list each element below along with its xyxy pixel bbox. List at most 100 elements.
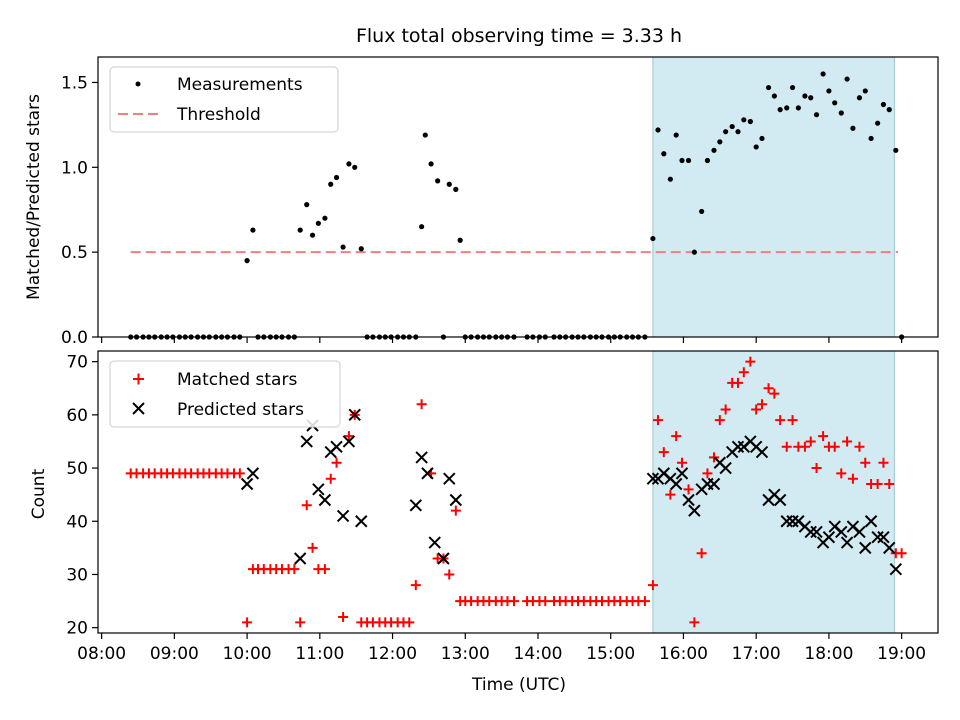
matched-star-point [751, 404, 762, 415]
matched-star-point [829, 441, 840, 452]
predicted-star-point [348, 408, 361, 422]
predicted-star-point [853, 525, 866, 539]
measurement-point [446, 181, 452, 187]
x-tick-label: 11:00 [295, 644, 344, 664]
predicted-star-point [688, 504, 701, 517]
measurement-point [795, 105, 801, 111]
matched-star-point [733, 377, 743, 388]
legend-matched-label: Matched stars [177, 370, 297, 390]
predicted-star-point [719, 461, 732, 475]
matched-star-point [338, 612, 349, 623]
matched-star-point [738, 367, 749, 378]
predicted-star-point [731, 440, 745, 453]
count-points [125, 356, 907, 628]
legend-threshold-label: Threshold [176, 105, 261, 125]
measurement-point [358, 246, 364, 252]
y-tick-label: 40 [66, 512, 88, 532]
y-tick-label: 0.0 [61, 328, 88, 348]
matched-star-point [404, 617, 415, 628]
matched-star-point [653, 415, 663, 426]
matched-star-point [647, 580, 658, 591]
matched-star-point [307, 542, 318, 553]
predicted-star-point [864, 515, 878, 528]
measurement-point [844, 76, 850, 82]
predicted-star-point [675, 467, 689, 480]
measurement-point [699, 208, 705, 215]
matched-star-point [799, 441, 810, 452]
x-tick-label: 16:00 [659, 644, 708, 664]
measurement-point [453, 186, 459, 192]
matched-star-point [677, 457, 687, 468]
legend-measurements-label: Measurements [177, 75, 303, 95]
x-tick-label: 17:00 [732, 644, 781, 664]
matched-star-point [289, 564, 300, 575]
predicted-star-point [883, 541, 896, 555]
x-tick-label: 19:00 [877, 644, 926, 664]
y-tick-label: 20 [66, 619, 88, 639]
measurement-point [328, 181, 334, 187]
matched-star-point [410, 580, 421, 591]
measurement-point [747, 118, 753, 125]
predicted-star-point [810, 525, 823, 539]
measurement-point [655, 127, 661, 133]
predicted-star-point [646, 472, 660, 485]
predicted-star-point [415, 451, 428, 464]
measurement-point [784, 105, 790, 111]
x-tick-label: 13:00 [441, 644, 490, 664]
measurement-point [244, 258, 250, 264]
measurement-point [352, 164, 358, 170]
count-legend-box [109, 360, 341, 428]
measurement-point [711, 147, 717, 153]
matched-star-point [745, 356, 756, 367]
measurement-point [315, 220, 321, 226]
matched-star-point [769, 388, 780, 399]
y-tick-label: 30 [66, 565, 88, 585]
legend-x-icon [132, 402, 145, 415]
measurement-point [322, 215, 328, 221]
measurement-point [832, 100, 838, 106]
count-panel: 20 30 40 50 60 70 08:00 09:00 10:00 11:00 12:00 13… [29, 350, 939, 695]
measurement-point [457, 237, 463, 243]
measurement-point [717, 139, 723, 145]
measurement-point [789, 84, 796, 91]
predicted-star-point [312, 483, 325, 496]
ratio-legend-box [109, 66, 339, 133]
measurement-point [419, 224, 425, 230]
matched-star-point [444, 569, 455, 580]
predicted-star-point [240, 477, 254, 491]
matched-star-point [683, 484, 694, 495]
measurement-point [729, 123, 735, 130]
predicted-star-point [804, 525, 817, 539]
matched-star-point [301, 500, 312, 511]
matched-star-point [818, 431, 829, 442]
x-tick-label: 08:00 [77, 644, 126, 664]
count-plot-frame [97, 350, 939, 634]
measurement-point [886, 107, 892, 113]
observing-window-span [652, 56, 895, 338]
matched-star-point [781, 441, 792, 452]
measurement-point [704, 157, 711, 164]
predicted-star-point [669, 477, 683, 491]
predicted-star-point [871, 531, 884, 544]
measurement-point [862, 88, 868, 94]
count-y-axis-ticks: 20 30 40 50 60 70 [66, 353, 98, 639]
matched-star-point [658, 447, 669, 458]
ratio-panel: Flux total observing time = 3.33 h 0.00.… [24, 25, 939, 348]
predicted-star-point [342, 435, 356, 448]
predicted-star-point [449, 493, 463, 507]
predicted-star-point [773, 493, 787, 507]
count-x-axis-ticks: 08:00 09:00 10:00 11:00 12:00 13:00 14:00 15:00… [77, 633, 926, 664]
predicted-star-point [293, 552, 307, 565]
matched-star-point [709, 452, 719, 463]
predicted-star-point [822, 531, 836, 544]
measurement-point [735, 129, 741, 135]
measurement-point [667, 176, 673, 182]
x-tick-label: 09:00 [150, 644, 199, 664]
matched-star-point [896, 548, 907, 559]
predicted-star-point [428, 536, 441, 549]
predicted-star-point [355, 515, 368, 528]
ratio-y-axis-label: Matched/Predicted stars [24, 94, 44, 300]
measurement-point [868, 135, 874, 142]
matched-star-point [720, 404, 731, 415]
